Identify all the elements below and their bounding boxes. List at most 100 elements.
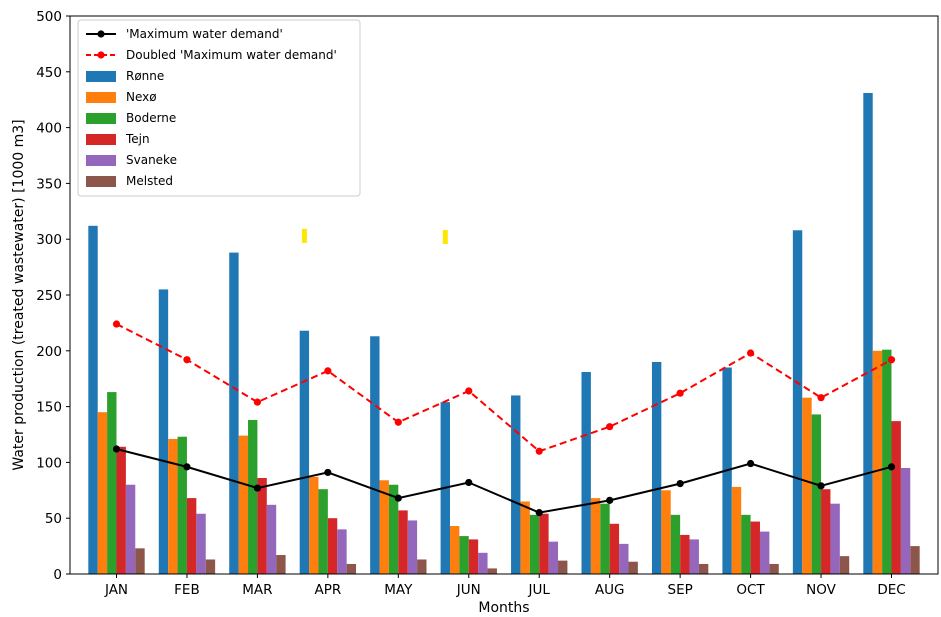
line-point-0-dec — [887, 463, 896, 471]
bar-boderne-apr — [318, 489, 328, 574]
legend-label-melsted: Melsted — [126, 174, 173, 188]
legend-swatch-marker-doubled-maximum-water-demand — [97, 51, 105, 59]
legend-label-doubled-maximum-water-demand: Doubled 'Maximum water demand' — [126, 48, 337, 62]
bar-nex--mar — [238, 435, 249, 574]
legend-swatch-melsted — [86, 176, 116, 187]
legend-swatch-marker-maximum-water-demand — [97, 30, 105, 38]
bar-svaneke-feb — [196, 513, 206, 574]
bar-tejn-mar — [257, 478, 267, 574]
bar-r-nne-dec — [863, 93, 873, 574]
y-tick-label-300: 300 — [36, 232, 62, 248]
bar-tejn-sep — [680, 534, 690, 574]
bar-tejn-feb — [186, 498, 197, 574]
bar-r-nne-apr — [299, 330, 310, 574]
bar-boderne-dec — [882, 349, 892, 574]
line-point-1-jun — [465, 387, 473, 395]
line-point-1-sep — [676, 389, 684, 397]
line-point-1-oct — [746, 349, 755, 357]
bar-melsted-apr — [346, 563, 357, 574]
line-point-1-aug — [606, 423, 614, 431]
bar-r-nne-feb — [158, 289, 169, 574]
bar-tejn-jun — [468, 539, 479, 574]
line-series-1 — [116, 323, 892, 453]
bar-svaneke-nov — [830, 503, 840, 574]
line-point-0-mar — [253, 484, 262, 492]
bar-nex--oct — [731, 486, 742, 574]
line-point-0-oct — [746, 459, 755, 468]
bar-melsted-dec — [910, 546, 920, 574]
bar-nex--dec — [872, 350, 883, 574]
bar-nex--aug — [590, 498, 601, 574]
annotation-marker-jun — [442, 229, 448, 244]
legend-label-maximum-water-demand: 'Maximum water demand' — [126, 27, 283, 41]
x-tick-label-aug: AUG — [595, 582, 625, 598]
bar-melsted-sep — [698, 563, 709, 574]
y-tick-label-0: 0 — [53, 567, 62, 583]
legend-label-nex: Nexø — [126, 90, 157, 104]
legend-swatch-svaneke — [86, 155, 116, 166]
legend-label-svaneke: Svaneke — [126, 153, 177, 167]
bar-svaneke-oct — [759, 531, 770, 574]
legend: 'Maximum water demand' Doubled 'Maximum w… — [77, 19, 361, 197]
bar-boderne-mar — [248, 419, 258, 574]
y-tick-label-500: 500 — [36, 9, 62, 25]
y-tick-label-50: 50 — [45, 511, 62, 527]
bar-melsted-jun — [487, 568, 497, 574]
line-point-0-aug — [606, 496, 614, 504]
bar-boderne-may — [388, 484, 399, 574]
x-axis-title: Months — [478, 600, 529, 616]
bar-melsted-mar — [276, 555, 286, 574]
bar-melsted-jul — [558, 560, 568, 574]
legend-swatch-nex — [86, 92, 116, 103]
annotation-marker-apr — [301, 228, 307, 243]
line-point-1-may — [394, 418, 402, 426]
line-point-0-apr — [324, 468, 332, 477]
legend-swatch-boderne — [86, 113, 116, 124]
x-tick-label-nov: NOV — [806, 582, 836, 598]
line-point-0-jan — [112, 445, 121, 453]
y-axis-title: Water production (treated wastewater) [1… — [11, 119, 27, 470]
lines-layer — [112, 320, 896, 517]
x-tick-label-sep: SEP — [668, 582, 693, 598]
bar-tejn-may — [398, 510, 408, 574]
bar-svaneke-may — [407, 520, 418, 574]
bar-svaneke-jul — [548, 541, 559, 574]
x-tick-label-mar: MAR — [242, 582, 272, 598]
bar-svaneke-jan — [125, 484, 136, 574]
line-point-0-may — [394, 494, 402, 502]
bar-nex--apr — [309, 476, 319, 574]
bar-nex--nov — [802, 397, 812, 574]
bar-tejn-nov — [821, 489, 831, 574]
x-tick-label-feb: FEB — [174, 582, 200, 598]
bar-boderne-feb — [177, 436, 187, 574]
y-tick-label-350: 350 — [36, 176, 62, 192]
bar-boderne-oct — [741, 514, 751, 574]
bar-tejn-jan — [116, 446, 126, 574]
legend-swatch-r-nne — [86, 71, 116, 82]
line-point-1-jan — [112, 320, 121, 328]
bar-boderne-jul — [529, 514, 540, 574]
y-tick-label-400: 400 — [36, 121, 62, 137]
line-point-1-jul — [535, 447, 543, 455]
line-point-0-feb — [183, 463, 191, 471]
bar-melsted-may — [417, 559, 427, 574]
bar-boderne-jan — [107, 392, 117, 574]
line-point-1-mar — [253, 398, 262, 406]
x-tick-label-jan: JAN — [104, 582, 128, 598]
bar-tejn-oct — [750, 521, 760, 574]
line-series-0 — [116, 448, 892, 514]
x-tick-label-oct: OCT — [736, 582, 765, 598]
x-tick-label-jul: JUL — [528, 582, 551, 598]
bar-nex--sep — [661, 490, 671, 574]
y-tick-label-100: 100 — [36, 455, 62, 471]
y-tick-label-200: 200 — [36, 344, 62, 360]
legend-box — [77, 19, 361, 197]
bar-tejn-dec — [891, 421, 901, 574]
bars-layer — [88, 93, 920, 574]
bar-tejn-aug — [609, 523, 620, 574]
line-point-0-jul — [535, 509, 543, 517]
bar-nex--may — [379, 480, 389, 574]
axes-layer: 0 50 100 150 200 250 300 350 400 450 500 JAN FEB MAR A… — [11, 9, 939, 616]
